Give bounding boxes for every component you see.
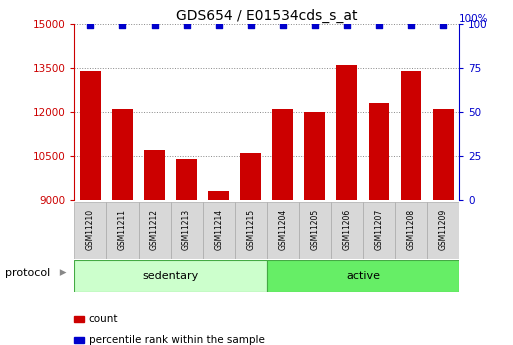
Point [86,22,94,28]
Bar [208,191,229,345]
Bar [272,109,293,345]
Bar [74,202,106,259]
Text: GSM11210: GSM11210 [86,209,95,250]
Bar [337,65,358,345]
Bar [203,202,234,259]
Text: GSM11206: GSM11206 [342,208,351,250]
Text: GSM11212: GSM11212 [150,209,159,250]
Text: GSM11205: GSM11205 [310,208,320,250]
Point [279,22,287,28]
Text: GSM11211: GSM11211 [118,209,127,250]
Text: active: active [346,271,380,281]
Bar [176,159,197,345]
Bar [368,104,389,345]
Bar [234,202,267,259]
Bar [106,202,139,259]
Bar [267,202,299,259]
Text: GSM11213: GSM11213 [182,209,191,250]
Bar [363,202,395,259]
Bar [170,202,203,259]
Text: GSM11209: GSM11209 [439,208,448,250]
Text: GSM11207: GSM11207 [374,208,384,250]
Bar [304,112,325,345]
Bar [401,71,422,345]
Bar [144,150,165,345]
Bar [299,202,331,259]
Text: 100%: 100% [459,14,489,24]
Bar [139,202,170,259]
Point [247,22,255,28]
Bar [331,202,363,259]
Text: percentile rank within the sample: percentile rank within the sample [89,335,265,345]
Bar [80,71,101,345]
Point [119,22,127,28]
Point [439,22,447,28]
Bar [432,109,453,345]
Text: GSM11215: GSM11215 [246,209,255,250]
Text: GSM11214: GSM11214 [214,209,223,250]
Bar [240,153,261,345]
Point [311,22,319,28]
Bar [74,260,267,292]
Point [407,22,415,28]
Bar [395,202,427,259]
Text: count: count [89,314,119,324]
Point [375,22,383,28]
Text: GSM11208: GSM11208 [406,209,416,250]
Point [183,22,191,28]
Point [150,22,159,28]
Text: GSM11204: GSM11204 [278,208,287,250]
Text: protocol: protocol [5,268,50,277]
Bar [112,109,133,345]
Point [214,22,223,28]
Bar [427,202,459,259]
Point [343,22,351,28]
Bar [267,260,459,292]
Title: GDS654 / E01534cds_s_at: GDS654 / E01534cds_s_at [176,9,358,23]
Text: sedentary: sedentary [143,271,199,281]
